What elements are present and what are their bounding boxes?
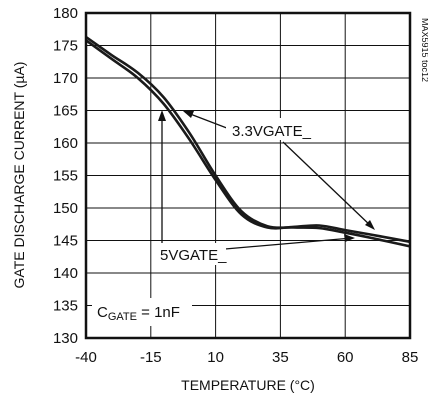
x-tick-labels: -40 -15 10 35 60 85 [75, 349, 418, 366]
label-5v-bg [156, 243, 226, 265]
plot-frame [84, 11, 412, 340]
arrow-3v3-right [282, 141, 374, 229]
label-5v: 5VGATE_ [160, 247, 227, 264]
cgate-label: CGATE = 1nF [97, 304, 180, 323]
y-tick-label: 140 [53, 265, 78, 282]
label-3v3-bg [226, 118, 322, 140]
y-tick-label: 160 [53, 135, 78, 152]
arrowhead-5v-right [344, 234, 355, 242]
y-tick-label: 180 [53, 5, 78, 22]
series-line-1 [85, 35, 411, 248]
x-tick-label: -15 [140, 349, 162, 366]
x-tick-label: 85 [402, 349, 419, 366]
y-tick-label: 145 [53, 233, 78, 250]
label-3v3: 3.3VGATE_ [232, 123, 312, 140]
arrow-5v-right [224, 237, 353, 250]
y-tick-labels: 130 135 140 145 150 155 160 165 170 175 180 [53, 5, 78, 347]
figure-id-note: MAX5915 toc12 [420, 18, 428, 82]
series-line-2 [85, 39, 411, 244]
x-tick-label: 35 [272, 349, 289, 366]
y-tick-label: 155 [53, 168, 78, 185]
cgate-bg [92, 298, 192, 326]
y-tick-label: 130 [53, 330, 78, 347]
arrowhead-3v3-left [183, 111, 194, 118]
arrow-3v3-left [184, 111, 233, 131]
cgate-sub: GATE [108, 311, 137, 323]
cgate-value: = 1nF [137, 304, 180, 321]
y-tick-label: 175 [53, 38, 78, 55]
y-tick-label: 150 [53, 200, 78, 217]
y-tick-label: 165 [53, 103, 78, 120]
grid [85, 12, 411, 339]
cgate-main: C [97, 304, 108, 321]
annotation-arrows [158, 110, 375, 250]
x-tick-label: 10 [207, 349, 224, 366]
y-tick-label: 170 [53, 70, 78, 87]
x-axis-title: TEMPERATURE (°C) [181, 377, 315, 393]
series-group [85, 35, 411, 248]
x-tick-label: 60 [337, 349, 354, 366]
x-tick-label: -40 [75, 349, 97, 366]
y-axis-title: GATE DISCHARGE CURRENT (µA) [11, 62, 27, 289]
arrowhead-3v3-right [365, 220, 375, 230]
arrowhead-5v-up [158, 110, 166, 121]
y-tick-label: 135 [53, 298, 78, 315]
